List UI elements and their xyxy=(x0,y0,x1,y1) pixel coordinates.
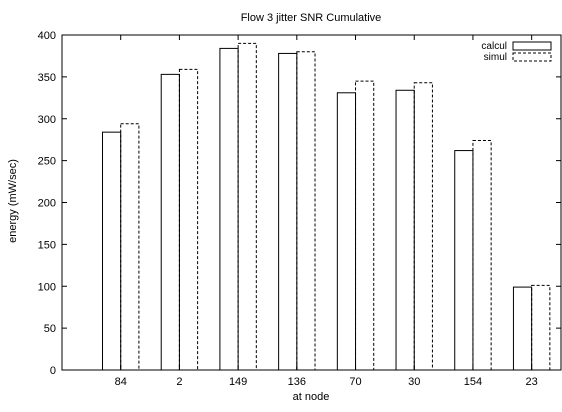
y-tick-label: 100 xyxy=(38,281,56,293)
legend-swatch-calcul xyxy=(512,41,552,51)
bar-calcul xyxy=(395,89,415,371)
x-tick-label: 30 xyxy=(408,376,420,388)
y-axis-label: energy (mW/sec) xyxy=(7,159,19,243)
bar-calcul xyxy=(102,131,122,371)
bar-simul xyxy=(296,51,316,371)
x-tick-label: 70 xyxy=(349,376,361,388)
bar-simul xyxy=(531,284,551,371)
y-tick-label: 150 xyxy=(38,239,56,251)
y-tick-label: 50 xyxy=(44,323,56,335)
bar-simul xyxy=(355,80,375,371)
bar-calcul xyxy=(278,52,298,371)
legend-label-calcul: calcul xyxy=(481,41,507,52)
y-tick-label: 250 xyxy=(38,156,56,168)
bar-marks xyxy=(102,42,551,371)
bar-calcul xyxy=(454,150,474,371)
y-tick-label: 0 xyxy=(50,365,56,377)
x-axis-ticks: 84 2 149 136 70 30 154 23 xyxy=(115,35,538,388)
bar-simul xyxy=(237,42,257,371)
bar-calcul xyxy=(160,73,180,371)
bar-simul xyxy=(120,123,140,371)
x-tick-label: 149 xyxy=(229,376,247,388)
x-tick-label: 136 xyxy=(288,376,306,388)
bar-calcul xyxy=(219,47,239,371)
y-axis-ticks: 0 50 100 150 200 250 300 350 400 xyxy=(38,30,561,377)
bar-simul xyxy=(178,68,199,371)
bar-calcul xyxy=(512,286,533,371)
bar-calcul xyxy=(336,92,357,371)
x-tick-label: 84 xyxy=(115,376,127,388)
plot-frame xyxy=(61,34,562,371)
bar-simul xyxy=(413,82,433,371)
y-tick-label: 200 xyxy=(38,198,56,210)
legend-label-simul: simul xyxy=(484,52,507,63)
chart-title: Flow 3 jitter SNR Cumulative xyxy=(241,12,382,24)
x-axis-label: at node xyxy=(293,391,330,403)
legend-swatch-simul xyxy=(512,52,552,62)
x-tick-label: 154 xyxy=(464,376,482,388)
bar-simul xyxy=(472,140,492,371)
y-tick-label: 300 xyxy=(38,114,56,126)
y-tick-label: 350 xyxy=(38,72,56,84)
x-tick-label: 2 xyxy=(176,376,182,388)
y-tick-label: 400 xyxy=(38,30,56,42)
x-tick-label: 23 xyxy=(526,376,538,388)
